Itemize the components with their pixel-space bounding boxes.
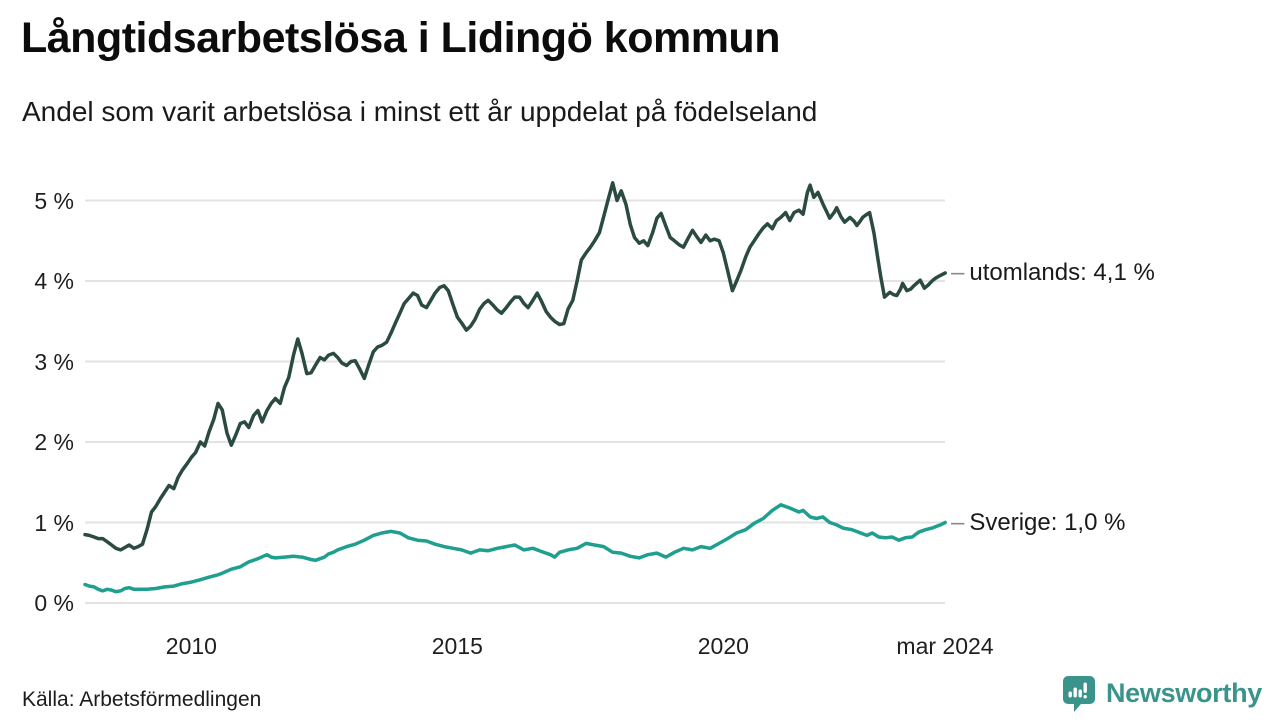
- series-line-utomlands: [83, 181, 947, 552]
- page-title: Långtidsarbetslösa i Lidingö kommun: [21, 14, 780, 62]
- label-tick-dash: –: [951, 508, 965, 536]
- newsworthy-chart-bubble-icon: [1062, 676, 1095, 712]
- series-line-Sverige: [83, 503, 947, 594]
- y-axis-tick-label: 1 %: [34, 509, 74, 536]
- source-caption: Källa: Arbetsförmedlingen: [22, 688, 262, 711]
- x-axis-tick-label: 2010: [165, 633, 217, 659]
- series-end-label-utomlands: utomlands: 4,1 %: [969, 258, 1155, 286]
- newsworthy-wordmark: Newsworthy: [1105, 677, 1262, 708]
- y-axis-tick-label: 5 %: [34, 187, 74, 214]
- y-axis-tick-label: 3 %: [34, 348, 74, 375]
- newsworthy-brand: Newsworthy: [1060, 674, 1262, 712]
- series-end-label-Sverige: Sverige: 1,0 %: [969, 508, 1126, 536]
- y-axis-tick-label: 0 %: [34, 590, 74, 616]
- series-end-label: – utomlands: 4,1 %: [951, 257, 1155, 289]
- series-end-label: – Sverige: 1,0 %: [951, 507, 1125, 539]
- x-axis-tick-label: 2015: [431, 633, 483, 659]
- chart-subtitle: Andel som varit arbetslösa i minst ett å…: [22, 96, 818, 127]
- y-axis-tick-label: 2 %: [34, 429, 74, 455]
- x-axis-tick-label: mar 2024: [896, 633, 994, 659]
- label-tick-dash: –: [951, 258, 965, 286]
- x-axis-tick-label: 2020: [697, 633, 749, 659]
- y-axis-tick-label: 4 %: [34, 268, 74, 294]
